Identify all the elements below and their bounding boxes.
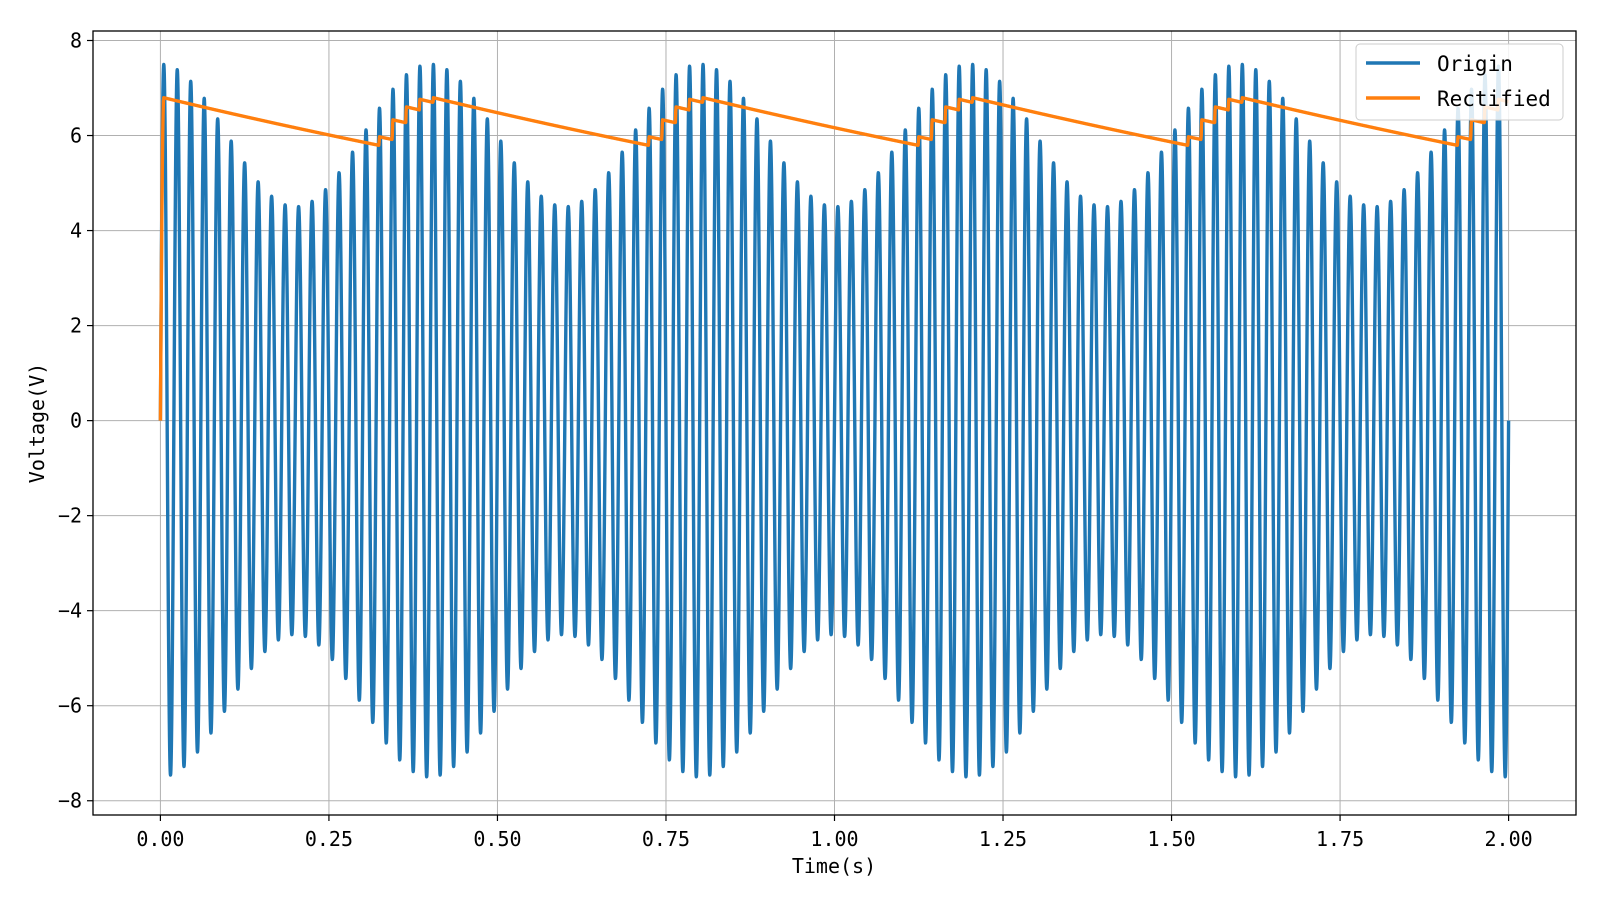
x-tick-label: 0.50 xyxy=(473,827,521,851)
y-tick-label: 6 xyxy=(70,124,82,148)
y-tick-label: −6 xyxy=(58,694,82,718)
y-tick-label: −2 xyxy=(58,504,82,528)
legend-label-origin: Origin xyxy=(1437,52,1513,76)
x-axis: 0.00 0.25 0.50 0.75 1.00 1.25 1.50 1.75 2.00 xyxy=(136,815,1533,851)
x-tick-label: 0.25 xyxy=(305,827,353,851)
y-tick-label: 2 xyxy=(70,314,82,338)
x-tick-label: 1.75 xyxy=(1316,827,1364,851)
plot-area xyxy=(158,62,1511,779)
x-tick-label: 2.00 xyxy=(1485,827,1533,851)
y-axis: −8 −6 −4 −2 0 2 4 6 8 xyxy=(58,29,93,813)
series-rectified-line xyxy=(158,96,1510,421)
x-tick-label: 1.25 xyxy=(979,827,1027,851)
x-tick-label: 0.00 xyxy=(136,827,184,851)
x-tick-label: 1.00 xyxy=(810,827,858,851)
y-axis-label: Voltage(V) xyxy=(25,363,49,483)
y-tick-label: 4 xyxy=(70,219,82,243)
x-axis-label: Time(s) xyxy=(792,854,876,878)
x-tick-label: 0.75 xyxy=(642,827,690,851)
y-tick-label: −8 xyxy=(58,789,82,813)
legend-label-rectified: Rectified xyxy=(1437,87,1551,111)
y-tick-label: 0 xyxy=(70,409,82,433)
x-tick-label: 1.50 xyxy=(1147,827,1195,851)
series-origin-line xyxy=(158,62,1511,779)
legend: Origin Rectified xyxy=(1355,43,1564,121)
y-tick-label: −4 xyxy=(58,599,82,623)
y-tick-label: 8 xyxy=(70,29,82,53)
